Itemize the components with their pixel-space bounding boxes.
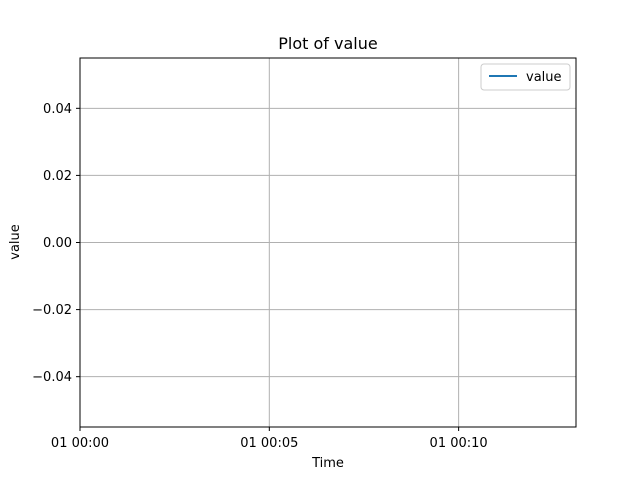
x-axis-ticks: 01 00:00 01 00:05 01 00:10 <box>51 427 488 451</box>
x-tick-label: 01 00:00 <box>51 436 109 451</box>
y-tick-label: 0.02 <box>43 169 72 184</box>
x-tick-label: 01 00:05 <box>240 436 298 451</box>
y-axis-label: value <box>8 224 23 260</box>
grid-lines <box>79 58 576 427</box>
y-tick-label: −0.02 <box>32 303 72 318</box>
y-tick-label: 0.00 <box>43 236 72 251</box>
y-tick-label: −0.04 <box>32 370 72 385</box>
legend: value <box>480 63 571 91</box>
x-tick-label: 01 00:10 <box>430 436 488 451</box>
y-tick-label: 0.04 <box>43 102 72 117</box>
legend-box <box>480 63 571 91</box>
chart-title: Plot of value <box>278 34 377 53</box>
y-axis-ticks: 0.04 0.02 0.00 −0.02 −0.04 <box>32 102 80 385</box>
legend-label-value: value <box>526 70 562 85</box>
x-axis-label: Time <box>311 456 344 471</box>
